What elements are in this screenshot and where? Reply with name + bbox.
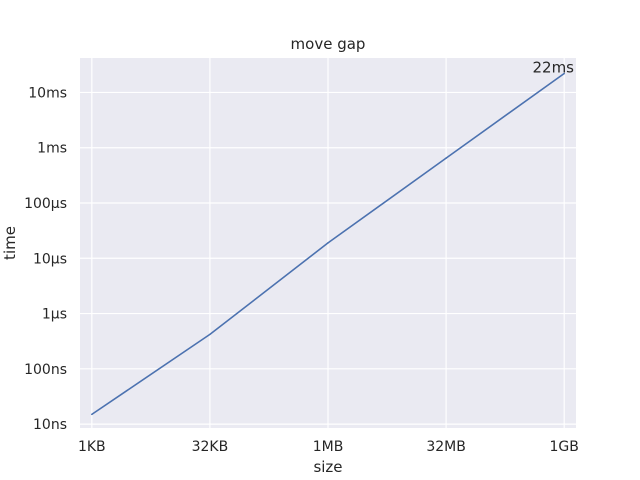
- y-tick-label: 100µs: [24, 196, 67, 212]
- y-tick-label: 100ns: [24, 362, 67, 378]
- y-tick-label: 10µs: [33, 251, 67, 267]
- y-tick-label: 10ms: [28, 85, 67, 101]
- y-axis-title: time: [1, 226, 19, 260]
- series-layer: [91, 72, 565, 416]
- y-tick-label: 10ns: [33, 417, 67, 433]
- y-tick-labels: 10ns 100ns 1µs 10µs 100µs 1ms 10ms: [24, 85, 67, 433]
- x-tick-label: 32MB: [426, 439, 466, 455]
- x-tick-label: 1MB: [313, 439, 344, 455]
- x-axis-title: size: [313, 458, 342, 476]
- data-point: [327, 242, 329, 244]
- y-tick-label: 1ms: [37, 141, 67, 157]
- y-tick-label: 1µs: [42, 307, 67, 323]
- data-point: [563, 72, 565, 75]
- data-point: [209, 333, 211, 336]
- annotations-layer: 22ms: [532, 59, 574, 77]
- x-tick-label: 32KB: [192, 439, 229, 455]
- value-annotation: 22ms: [532, 59, 574, 77]
- x-tick-labels: 1KB 32KB 1MB 32MB 1GB: [78, 439, 579, 455]
- x-tick-label: 1KB: [78, 439, 106, 455]
- chart-title: move gap: [291, 35, 366, 53]
- x-tick-label: 1GB: [550, 439, 579, 455]
- data-point: [445, 157, 447, 159]
- data-point: [91, 413, 93, 416]
